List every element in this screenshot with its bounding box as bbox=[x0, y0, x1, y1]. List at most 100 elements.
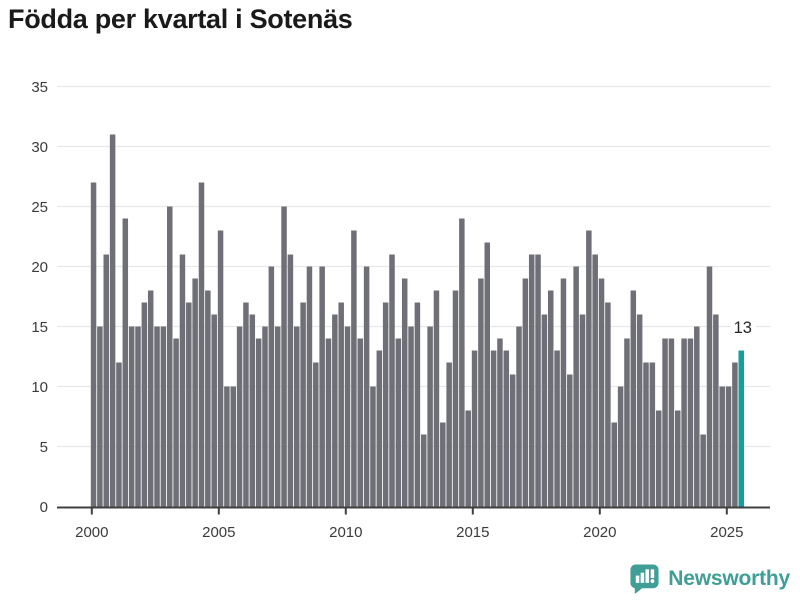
bar-2009-q4 bbox=[338, 302, 344, 507]
bar-2001-q1 bbox=[116, 362, 122, 507]
bar-2023-q1 bbox=[675, 410, 681, 507]
bar-2000-q4 bbox=[109, 134, 116, 507]
bar-2003-q2 bbox=[173, 338, 179, 507]
bar-2010-q1 bbox=[344, 326, 351, 507]
bar-2011-q2 bbox=[376, 350, 383, 507]
bar-2018-q3 bbox=[560, 278, 567, 507]
logo-exclamation-dot bbox=[650, 579, 655, 583]
bar-2001-q4 bbox=[135, 326, 141, 507]
bar-2013-q1 bbox=[421, 434, 427, 507]
logo-bar-2 bbox=[640, 572, 645, 583]
speech-bubble-shape bbox=[630, 564, 659, 594]
bar-2002-q4 bbox=[160, 326, 167, 507]
bar-2023-q3 bbox=[687, 338, 694, 507]
bar-2015-q1 bbox=[471, 350, 478, 507]
bar-2015-q3 bbox=[484, 242, 490, 507]
bar-2010-q2 bbox=[351, 230, 357, 507]
logo-bar-3 bbox=[645, 569, 650, 583]
bar-2012-q4 bbox=[414, 302, 421, 507]
bar-2025-q3 bbox=[738, 350, 744, 507]
bar-2010-q3 bbox=[357, 338, 363, 507]
y-tick-label-5: 5 bbox=[40, 439, 48, 456]
bar-2004-q4 bbox=[211, 314, 217, 507]
bar-2012-q1 bbox=[395, 338, 402, 507]
bar-2025-q1 bbox=[725, 386, 732, 507]
bar-2019-q2 bbox=[579, 314, 586, 507]
bar-2021-q1 bbox=[624, 338, 630, 507]
bar-2015-q2 bbox=[478, 278, 484, 507]
bar-2020-q2 bbox=[605, 302, 611, 507]
bar-2001-q2 bbox=[122, 218, 129, 507]
bar-2007-q3 bbox=[281, 206, 287, 507]
bar-2017-q1 bbox=[522, 278, 529, 507]
highlight-value-label: 13 bbox=[734, 319, 752, 337]
y-tick-label-35: 35 bbox=[31, 79, 48, 96]
y-tick-label-30: 30 bbox=[31, 139, 48, 156]
x-tick-label-2010: 2010 bbox=[329, 524, 362, 541]
bar-2000-q1 bbox=[90, 182, 97, 507]
bar-2022-q3 bbox=[662, 338, 668, 507]
bar-2016-q2 bbox=[503, 350, 510, 507]
bar-2017-q4 bbox=[541, 314, 548, 507]
bar-2022-q4 bbox=[668, 338, 675, 507]
y-tick-label-25: 25 bbox=[31, 199, 48, 216]
bar-2014-q3 bbox=[459, 218, 465, 507]
bar-2013-q3 bbox=[433, 290, 440, 507]
bar-2002-q2 bbox=[147, 290, 154, 507]
bar-2017-q3 bbox=[535, 254, 541, 507]
bar-2008-q3 bbox=[306, 266, 313, 507]
newsworthy-icon bbox=[630, 564, 659, 594]
bar-2014-q2 bbox=[452, 290, 459, 507]
logo-bar-1 bbox=[636, 575, 640, 583]
bar-2008-q4 bbox=[313, 362, 319, 507]
bar-2004-q2 bbox=[198, 182, 205, 507]
bar-2023-q4 bbox=[694, 326, 700, 507]
bar-2003-q1 bbox=[167, 206, 173, 507]
bar-2003-q3 bbox=[179, 254, 186, 507]
bar-2005-q2 bbox=[224, 386, 230, 507]
bar-2007-q4 bbox=[287, 254, 294, 507]
bar-2018-q4 bbox=[567, 374, 573, 507]
bar-2009-q3 bbox=[332, 314, 338, 507]
x-tick-label-2000: 2000 bbox=[75, 524, 108, 541]
bar-2012-q3 bbox=[408, 326, 414, 507]
bar-2025-q2 bbox=[732, 362, 738, 507]
bar-2024-q3 bbox=[713, 314, 719, 507]
bar-2016-q1 bbox=[497, 338, 503, 507]
bar-2015-q4 bbox=[490, 350, 497, 507]
bar-2008-q2 bbox=[300, 302, 306, 507]
bar-2019-q4 bbox=[592, 254, 598, 507]
y-tick-label-15: 15 bbox=[31, 319, 48, 336]
bar-2010-q4 bbox=[363, 266, 370, 507]
bar-2004-q1 bbox=[192, 278, 198, 507]
bar-2008-q1 bbox=[294, 326, 300, 507]
bar-2011-q4 bbox=[389, 254, 395, 507]
bar-2024-q4 bbox=[719, 386, 725, 507]
bar-2024-q1 bbox=[700, 434, 706, 507]
bar-2011-q3 bbox=[382, 302, 389, 507]
chart-title: Födda per kvartal i Sotenäs bbox=[8, 4, 353, 34]
y-tick-label-20: 20 bbox=[31, 259, 48, 276]
bar-2001-q3 bbox=[128, 326, 135, 507]
bar-2020-q1 bbox=[598, 278, 605, 507]
bar-2006-q3 bbox=[255, 338, 262, 507]
bar-2007-q2 bbox=[274, 326, 281, 507]
bar-2006-q4 bbox=[262, 326, 268, 507]
newsworthy-logo: Newsworthy bbox=[629, 563, 790, 594]
bar-2005-q1 bbox=[217, 230, 224, 507]
bar-2019-q3 bbox=[586, 230, 592, 507]
bar-2020-q4 bbox=[617, 386, 624, 507]
bar-2023-q2 bbox=[681, 338, 687, 507]
bar-2018-q2 bbox=[554, 350, 560, 507]
bar-2009-q1 bbox=[319, 266, 325, 507]
x-tick-label-2005: 2005 bbox=[202, 524, 235, 541]
bar-2016-q3 bbox=[509, 374, 516, 507]
bar-2013-q4 bbox=[440, 422, 446, 507]
bar-2017-q2 bbox=[528, 254, 535, 507]
bar-2022-q1 bbox=[649, 362, 656, 507]
bar-2002-q3 bbox=[154, 326, 160, 507]
bar-2005-q4 bbox=[236, 326, 243, 507]
bar-2018-q1 bbox=[548, 290, 554, 507]
